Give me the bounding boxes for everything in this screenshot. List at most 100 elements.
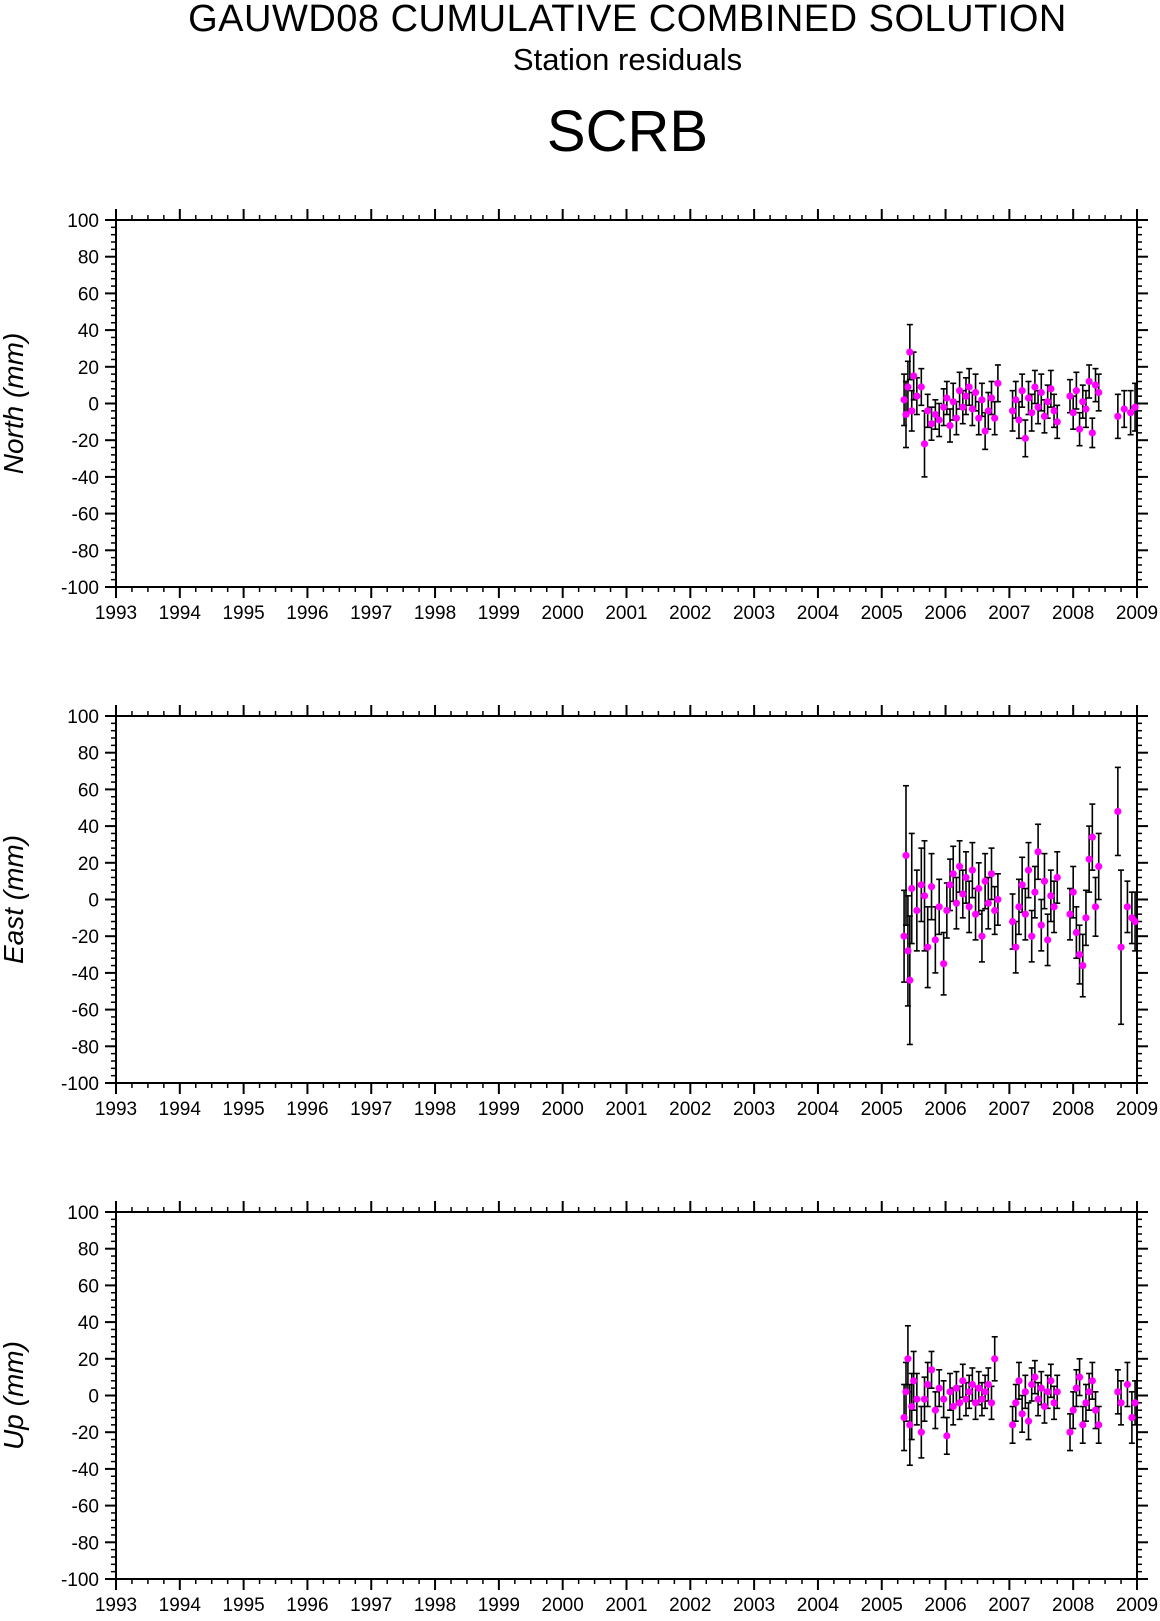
data-point [1117, 1399, 1125, 1407]
data-point [978, 1395, 986, 1403]
y-tick-label: 20 [78, 358, 99, 379]
data-point [931, 1406, 939, 1414]
data-point [920, 440, 929, 448]
data-point [956, 1399, 964, 1407]
x-tick-label: 1997 [350, 1595, 392, 1616]
data-point [1018, 387, 1026, 395]
data-point [956, 862, 964, 871]
x-tick-label: 2004 [797, 603, 840, 624]
data-point [917, 881, 925, 889]
data-point [1066, 392, 1074, 400]
data-point [1091, 1406, 1100, 1414]
data-point [935, 903, 943, 911]
x-tick-label: 2006 [924, 1099, 966, 1120]
data-point [1114, 1388, 1122, 1396]
data-point [1053, 418, 1061, 426]
data-point [981, 877, 989, 885]
data-point [1082, 1399, 1090, 1407]
data-point [1047, 385, 1055, 393]
data-point [1044, 1388, 1052, 1396]
data-point [913, 1395, 921, 1403]
data-point [1028, 409, 1036, 417]
x-tick-label: 1993 [95, 603, 137, 624]
data-point [1053, 873, 1061, 882]
y-tick-label: 80 [78, 1240, 99, 1261]
x-tick-label: 1996 [286, 1099, 328, 1120]
data-point [1015, 903, 1023, 911]
data-point [913, 392, 921, 400]
data-point [1031, 383, 1039, 391]
data-point [1044, 398, 1052, 406]
y-tick-label: -60 [72, 505, 99, 526]
x-tick-label: 2001 [605, 1099, 647, 1120]
data-point [968, 405, 976, 413]
data-point [1031, 1373, 1039, 1381]
x-tick-label: 2000 [542, 1099, 584, 1120]
y-tick-label: 60 [78, 780, 99, 801]
data-point [1024, 866, 1033, 874]
data-point [1069, 1406, 1077, 1414]
data-point [902, 410, 910, 419]
x-tick-label: 1993 [95, 1595, 137, 1616]
x-tick-label: 2003 [733, 1099, 775, 1120]
data-point [949, 1402, 957, 1411]
data-point [1008, 917, 1017, 926]
y-tick-label: -60 [72, 1001, 99, 1022]
x-tick-label: 2001 [605, 1595, 647, 1616]
x-tick-label: 1993 [95, 1099, 137, 1120]
data-point [900, 1413, 908, 1422]
chart-subtitle: Station residuals [512, 42, 743, 77]
data-point [1044, 936, 1052, 944]
chart-header: GAUWD08 CUMULATIVE COMBINED SOLUTION Sta… [0, 0, 1160, 180]
data-point [965, 903, 973, 911]
x-tick-label: 2000 [542, 603, 584, 624]
data-point [927, 1366, 936, 1374]
data-point [1075, 1373, 1084, 1381]
x-tick-label: 1994 [159, 603, 202, 624]
data-point [1075, 425, 1084, 433]
y-tick-label: -20 [72, 927, 99, 948]
x-tick-label: 2005 [861, 1099, 903, 1120]
data-point [940, 403, 948, 411]
y-tick-label: 0 [88, 395, 99, 416]
data-point [1069, 888, 1077, 896]
x-tick-label: 2008 [1052, 603, 1094, 624]
x-tick-label: 2005 [861, 603, 903, 624]
data-point [1047, 892, 1055, 900]
data-point [1095, 862, 1103, 871]
data-point [1028, 932, 1036, 940]
x-tick-label: 2006 [924, 603, 966, 624]
x-tick-label: 1994 [159, 1099, 202, 1120]
y-tick-label: -80 [72, 1533, 99, 1554]
data-point [962, 1395, 970, 1403]
data-point [1037, 388, 1045, 397]
data-point [1082, 405, 1090, 413]
y-tick-label: 20 [78, 1350, 99, 1371]
data-point [1021, 910, 1029, 918]
y-tick-label: -80 [72, 1037, 99, 1058]
data-point [1037, 1384, 1045, 1392]
x-tick-label: 1995 [222, 1099, 264, 1120]
data-point [913, 906, 921, 915]
data-point [908, 1402, 916, 1411]
data-point [917, 1428, 925, 1436]
y-tick-label: -60 [72, 1497, 99, 1518]
data-point [952, 414, 961, 422]
data-point [971, 388, 980, 397]
data-point [1088, 1377, 1096, 1385]
y-tick-label: 40 [78, 817, 99, 838]
data-point [1088, 429, 1096, 437]
x-tick-label: 2004 [797, 1099, 840, 1120]
data-point [1021, 434, 1029, 442]
x-tick-label: 1995 [222, 1595, 264, 1616]
data-point [1075, 950, 1084, 959]
x-tick-label: 2002 [669, 1099, 711, 1120]
x-tick-label: 1995 [222, 603, 264, 624]
data-point [1088, 833, 1096, 841]
x-tick-label: 2008 [1052, 1099, 1094, 1120]
x-tick-label: 1998 [414, 1595, 456, 1616]
x-tick-label: 2003 [733, 1595, 775, 1616]
x-tick-label: 2005 [861, 1595, 903, 1616]
data-point [949, 398, 957, 406]
